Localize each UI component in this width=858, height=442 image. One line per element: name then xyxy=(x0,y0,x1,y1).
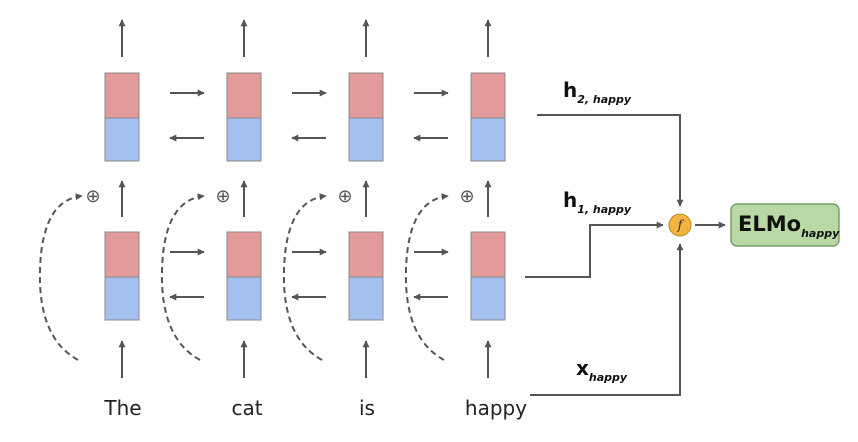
h2-label-sub: 2, happy xyxy=(577,93,632,106)
h1-label-sub: 1, happy xyxy=(577,203,632,216)
input-word-the: The xyxy=(103,396,141,420)
h1-label: h1, happy xyxy=(563,188,632,216)
input-word-is: is xyxy=(359,396,375,420)
layer1-cell-the xyxy=(104,231,140,321)
x-connector xyxy=(530,243,684,396)
elmo-sub-text: happy xyxy=(801,227,840,240)
residual-connection xyxy=(404,193,449,361)
residual-connection xyxy=(160,193,205,361)
layer2-cell-cat xyxy=(226,72,262,162)
input-word-cat: cat xyxy=(231,396,262,420)
combine-symbol: ⊕ xyxy=(337,186,352,207)
elmo-output-label: ELMohappy xyxy=(738,212,840,240)
x-label-sub: happy xyxy=(589,371,628,384)
input-word-happy: happy xyxy=(465,396,527,420)
x-label: xhappy xyxy=(576,356,628,384)
elmo-output-box xyxy=(730,203,840,247)
residual-connection xyxy=(38,193,83,361)
x-label-main: x xyxy=(576,356,589,380)
layer2-cell-is xyxy=(348,72,384,162)
function-symbol: f xyxy=(677,219,685,234)
layer1-cell-cat xyxy=(226,231,262,321)
layer1-cell-happy xyxy=(470,231,506,321)
residual-connection xyxy=(282,193,327,361)
h2-label-main: h xyxy=(563,78,577,102)
h1-connector xyxy=(525,221,664,278)
h2-label: h2, happy xyxy=(563,78,632,106)
combine-symbol: ⊕ xyxy=(459,186,474,207)
function-node xyxy=(668,213,692,237)
layer2-cell-happy xyxy=(470,72,506,162)
h2-connector xyxy=(537,114,684,207)
h1-label-main: h xyxy=(563,188,577,212)
layer1-cell-is xyxy=(348,231,384,321)
combine-symbol: ⊕ xyxy=(85,186,100,207)
layer2-cell-the xyxy=(104,72,140,162)
elmo-main-text: ELMo xyxy=(738,212,801,236)
combine-symbol: ⊕ xyxy=(215,186,230,207)
